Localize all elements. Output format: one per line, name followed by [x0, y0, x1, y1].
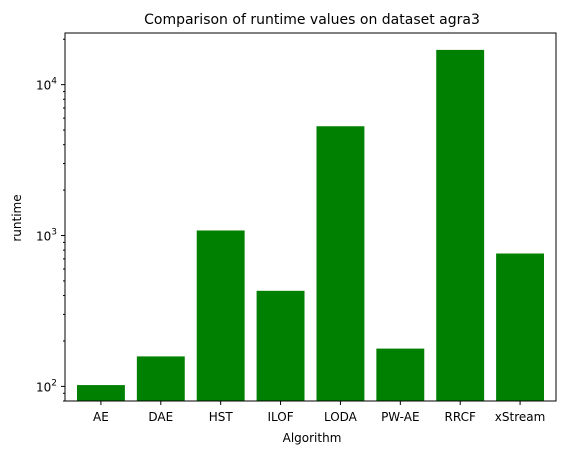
bar-loda — [316, 126, 365, 401]
y-tick-label: 104 — [36, 77, 57, 93]
bar-dae — [136, 356, 185, 401]
bar-ae — [76, 385, 125, 401]
x-axis-ticks: AE DAE HST ILOF LODA PW-AE RRCF xStream — [93, 401, 545, 424]
x-tick-label: DAE — [148, 410, 173, 424]
x-tick-label: LODA — [324, 410, 358, 424]
bar-rrcf — [436, 49, 485, 401]
y-axis-label: runtime — [10, 194, 24, 241]
x-tick-label: RRCF — [445, 410, 476, 424]
bar-hst — [196, 230, 245, 401]
bar-pw-ae — [376, 348, 425, 401]
y-tick-label: 103 — [36, 228, 57, 244]
bars-group — [76, 49, 545, 401]
x-tick-label: PW-AE — [381, 410, 419, 424]
x-tick-label: xStream — [495, 410, 546, 424]
x-tick-label: HST — [209, 410, 234, 424]
y-axis-ticks: 102 103 104 — [36, 38, 65, 402]
x-axis-label: Algorithm — [283, 431, 342, 445]
bar-xstream — [496, 253, 545, 401]
x-tick-label: ILOF — [267, 410, 293, 424]
chart-title: Comparison of runtime values on dataset … — [144, 12, 480, 28]
bar-ilof — [256, 290, 305, 401]
x-tick-label: AE — [93, 410, 109, 424]
y-tick-label: 102 — [36, 378, 57, 394]
plot-frame — [64, 32, 557, 402]
